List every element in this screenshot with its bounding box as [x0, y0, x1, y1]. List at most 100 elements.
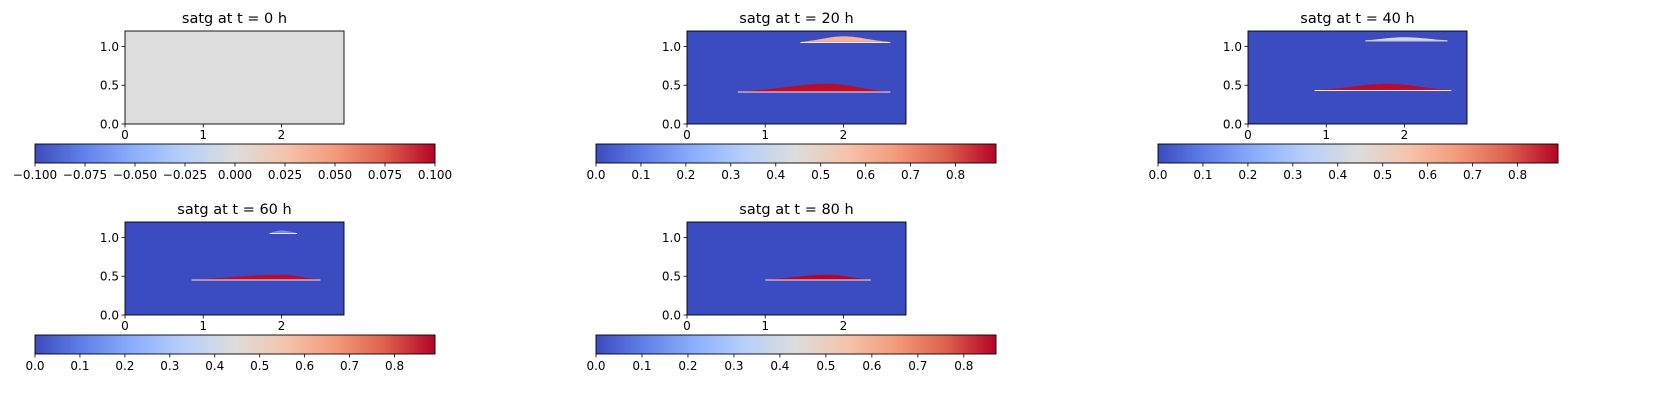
field-background	[125, 222, 344, 315]
colorbar-gradient	[595, 143, 997, 164]
colorbar-tick-label: 0.7	[908, 359, 927, 373]
x-tick-label: 1	[199, 319, 207, 333]
plume-1	[800, 36, 891, 42]
x-tick-label: 2	[278, 128, 286, 142]
x-tick-label: 0	[1244, 128, 1252, 142]
plumes	[1314, 37, 1452, 91]
colorbar-tick-label: 0.1	[70, 359, 89, 373]
subplot-0: satg at t = 0 h 0 1 2 0.0 0.5 1.0	[100, 11, 345, 142]
colorbar-gradient	[595, 334, 997, 355]
colorbar-tick-label: 0.6	[1418, 168, 1437, 182]
colorbar-tick-label: 0.3	[721, 168, 740, 182]
x-tick-label: 0	[683, 319, 691, 333]
colorbar-tick-label: 0.0	[586, 168, 605, 182]
colorbar-2: 0.0 0.1 0.2 0.3 0.4 0.5 0.6 0.7 0.8	[1148, 143, 1559, 182]
colorbar-tick-label: 0.0	[586, 359, 605, 373]
y-tick-label: 0.5	[100, 79, 119, 93]
plumes	[737, 36, 891, 93]
colorbar-tick-label: 0.2	[115, 359, 134, 373]
plume-0	[191, 274, 321, 280]
colorbar-tick-label: −0.100	[13, 168, 57, 182]
y-tick-label: 1.0	[662, 40, 681, 54]
colorbar-tick-label: 0.1	[1193, 168, 1212, 182]
subplot-title: satg at t = 40 h	[1300, 11, 1414, 27]
colorbar-tick-label: 0.6	[856, 168, 875, 182]
colorbar-tick-label: 0.6	[295, 359, 314, 373]
subplot-title: satg at t = 0 h	[182, 11, 287, 27]
axes-frame	[686, 221, 907, 316]
colorbar-tick-label: 0.3	[1283, 168, 1302, 182]
colorbar-tick-label: 0.8	[946, 168, 965, 182]
colorbar-tick-label: 0.075	[368, 168, 402, 182]
colorbar-tick-label: 0.2	[678, 359, 697, 373]
y-tick-label: 0.5	[1223, 79, 1242, 93]
x-tick-label: 2	[840, 319, 848, 333]
colorbar-tick-label: 0.4	[766, 168, 785, 182]
plume-0	[737, 83, 891, 92]
field-background	[687, 222, 906, 315]
colorbar-tick-label: −0.050	[113, 168, 157, 182]
subplot-1: satg at t = 20 h 0 1 2 0.0 0.5 1.0	[662, 11, 907, 142]
colorbar-tick-label: 0.5	[811, 168, 830, 182]
plumes	[191, 230, 321, 281]
colorbar-tick-label: 0.5	[1373, 168, 1392, 182]
subplot-3: satg at t = 60 h 0 1 2 0.0 0.5 1.0	[100, 202, 345, 333]
subplot-2: satg at t = 40 h 0 1 2 0.0 0.5 1.0	[1223, 11, 1468, 142]
subplot-4: satg at t = 80 h 0 1 2 0.0 0.5 1.0	[662, 202, 907, 333]
colorbar-tick-label: 0.5	[816, 359, 835, 373]
colorbar-tick-label: −0.075	[63, 168, 107, 182]
colorbar-tick-label: 0.100	[418, 168, 452, 182]
colorbar-tick-label: 0.3	[724, 359, 743, 373]
x-tick-label: 0	[683, 128, 691, 142]
colorbar-tick-label: 0.8	[385, 359, 404, 373]
plume-1	[269, 230, 298, 233]
colorbar-tick-label: 0.1	[632, 359, 651, 373]
y-tick-label: 1.0	[100, 231, 119, 245]
colorbar-tick-label: 0.8	[1508, 168, 1527, 182]
y-tick-label: 0.0	[100, 117, 119, 131]
colorbar-tick-label: −0.025	[163, 168, 207, 182]
x-tick-label: 1	[761, 128, 769, 142]
x-tick-label: 2	[1401, 128, 1409, 142]
colorbar-0: −0.100 −0.075 −0.050 −0.025 0.000 0.025 0.050 0…	[13, 143, 452, 182]
colorbar-tick-label: 0.2	[676, 168, 695, 182]
colorbar-gradient	[34, 334, 436, 355]
colorbar-tick-label: 0.1	[631, 168, 650, 182]
axes-frame	[686, 30, 907, 125]
colorbar-gradient	[34, 143, 436, 164]
colorbar-tick-label: 0.5	[250, 359, 269, 373]
plumes	[765, 274, 871, 281]
x-tick-label: 1	[761, 319, 769, 333]
subplot-title: satg at t = 80 h	[739, 202, 853, 218]
colorbar-tick-label: 0.6	[862, 359, 881, 373]
colorbar-tick-label: 0.4	[205, 359, 224, 373]
y-tick-label: 0.0	[100, 308, 119, 322]
y-tick-label: 0.5	[662, 270, 681, 284]
colorbar-tick-label: 0.0	[25, 359, 44, 373]
plume-0	[765, 274, 871, 280]
axes-frame	[124, 221, 345, 316]
colorbar-tick-label: 0.3	[160, 359, 179, 373]
axes-frame	[1247, 30, 1468, 125]
y-tick-label: 1.0	[1223, 40, 1242, 54]
colorbar-tick-label: 0.4	[770, 359, 789, 373]
colorbar-tick-label: 0.4	[1328, 168, 1347, 182]
colorbar-3: 0.0 0.1 0.2 0.3 0.4 0.5 0.6 0.7 0.8	[25, 334, 436, 373]
colorbar-tick-label: 0.2	[1238, 168, 1257, 182]
axes-frame	[124, 30, 345, 125]
colorbar-tick-label: 0.025	[268, 168, 302, 182]
y-tick-label: 0.0	[662, 308, 681, 322]
x-tick-label: 2	[840, 128, 848, 142]
colorbar-tick-label: 0.7	[901, 168, 920, 182]
colorbar-gradient	[1157, 143, 1559, 164]
y-tick-label: 1.0	[662, 231, 681, 245]
plume-1	[1365, 37, 1448, 41]
x-tick-label: 1	[199, 128, 207, 142]
x-tick-label: 2	[278, 319, 286, 333]
colorbar-tick-label: 0.0	[1148, 168, 1167, 182]
plume-0	[1314, 83, 1452, 90]
y-tick-label: 0.5	[662, 79, 681, 93]
subplot-title: satg at t = 20 h	[739, 11, 853, 27]
colorbar-1: 0.0 0.1 0.2 0.3 0.4 0.5 0.6 0.7 0.8	[586, 143, 997, 182]
